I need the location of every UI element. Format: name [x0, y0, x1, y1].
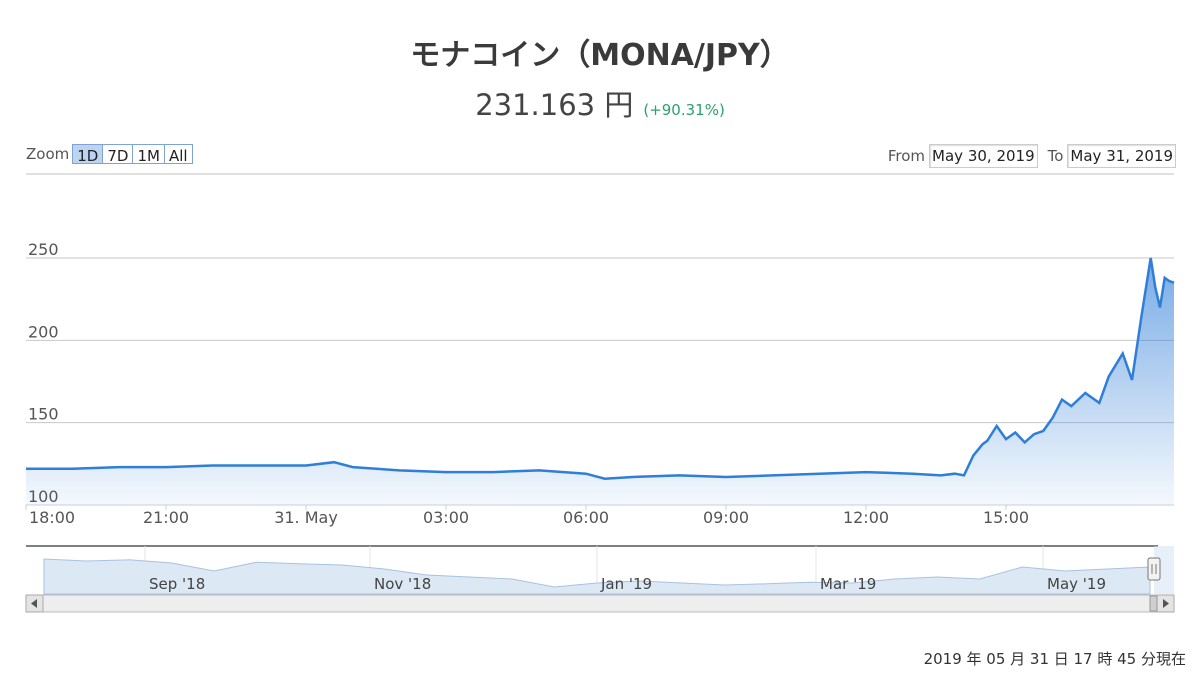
- left-arrow-icon: [31, 599, 37, 608]
- x-tick-label: 15:00: [983, 508, 1029, 527]
- navigator-label: Jan '19: [600, 575, 652, 593]
- price-area: [26, 258, 1174, 505]
- navigator-handle-left[interactable]: [1147, 557, 1161, 581]
- current-price: 231.163 円: [475, 88, 634, 122]
- navigator-label: May '19: [1047, 575, 1106, 593]
- scrollbar-thumb[interactable]: [1149, 595, 1158, 612]
- scrollbar-track[interactable]: [25, 594, 1175, 613]
- x-tick-label: 21:00: [143, 508, 189, 527]
- navigator[interactable]: Sep '18 Nov '18 Jan '19 Mar '19 May '19: [26, 545, 1174, 595]
- x-tick-label: 03:00: [423, 508, 469, 527]
- grid-lines: [26, 257, 1174, 424]
- y-tick-label: 150: [28, 405, 59, 424]
- price-line: [26, 257, 1175, 480]
- price-change: (+90.31%): [643, 101, 725, 119]
- zoom-1m-button[interactable]: 1M: [132, 144, 165, 165]
- x-tick-label: 12:00: [843, 508, 889, 527]
- zoom-controls: Zoom 1D 7D 1M All: [26, 144, 193, 165]
- right-arrow-icon: [1163, 599, 1169, 608]
- y-tick-label: 200: [28, 322, 59, 341]
- update-timestamp: 2019 年 05 月 31 日 17 時 45 分現在: [923, 650, 1186, 668]
- zoom-label: Zoom: [26, 145, 70, 163]
- scrollbar[interactable]: [25, 594, 1175, 613]
- to-date-input[interactable]: May 31, 2019: [1067, 144, 1176, 168]
- from-label: From: [887, 147, 926, 165]
- x-tick-label: 18:00: [29, 508, 75, 527]
- from-date-input[interactable]: May 30, 2019: [929, 144, 1038, 168]
- navigator-label: Mar '19: [820, 575, 876, 593]
- chart-title: モナコイン（MONA/JPY）: [410, 38, 790, 73]
- price-row: 231.163 円 (+90.31%): [0, 82, 1200, 124]
- y-tick-label: 250: [28, 240, 59, 259]
- navigator-labels: Sep '18 Nov '18 Jan '19 Mar '19 May '19: [149, 575, 1106, 593]
- to-label: To: [1047, 147, 1064, 165]
- navigator-area: [43, 558, 1151, 595]
- y-axis-labels: 100150200250: [28, 240, 59, 506]
- x-axis-labels: 18:00 21:00 31. May 03:00 06:00 09:00 12:00 15:…: [25, 505, 1029, 527]
- x-tick-label: 31. May: [274, 508, 338, 527]
- navigator-label: Nov '18: [374, 575, 431, 593]
- zoom-all-button[interactable]: All: [163, 144, 193, 165]
- zoom-7d-button[interactable]: 7D: [102, 144, 134, 165]
- x-tick-label: 06:00: [563, 508, 609, 527]
- date-range: From May 30, 2019 To May 31, 2019: [878, 144, 1176, 168]
- x-tick-label: 09:00: [703, 508, 749, 527]
- navigator-label: Sep '18: [149, 575, 205, 593]
- zoom-1d-button[interactable]: 1D: [72, 144, 104, 165]
